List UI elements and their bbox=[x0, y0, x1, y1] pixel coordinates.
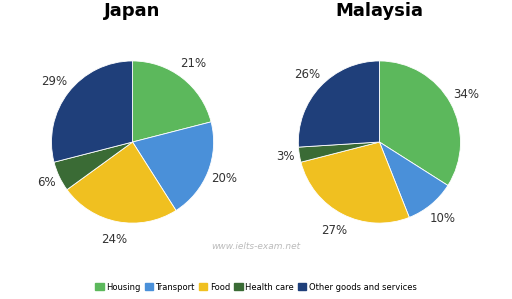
Text: 34%: 34% bbox=[453, 88, 479, 101]
Text: 29%: 29% bbox=[41, 75, 68, 88]
Wedge shape bbox=[379, 61, 460, 185]
Text: 21%: 21% bbox=[180, 57, 206, 70]
Wedge shape bbox=[298, 61, 379, 147]
Wedge shape bbox=[54, 142, 133, 190]
Text: 26%: 26% bbox=[294, 68, 321, 81]
Wedge shape bbox=[133, 61, 211, 142]
Text: 20%: 20% bbox=[211, 172, 238, 185]
Text: 6%: 6% bbox=[37, 176, 55, 189]
Wedge shape bbox=[298, 142, 379, 162]
Title: Japan: Japan bbox=[104, 2, 161, 20]
Wedge shape bbox=[133, 122, 214, 210]
Wedge shape bbox=[301, 142, 409, 223]
Wedge shape bbox=[67, 142, 176, 223]
Text: 3%: 3% bbox=[275, 150, 294, 164]
Wedge shape bbox=[52, 61, 133, 162]
Title: Malaysia: Malaysia bbox=[335, 2, 423, 20]
Text: www.ielts-exam.net: www.ielts-exam.net bbox=[211, 242, 301, 251]
Legend: Housing, Transport, Food, Health care, Other goods and services: Housing, Transport, Food, Health care, O… bbox=[92, 279, 420, 295]
Text: 10%: 10% bbox=[430, 212, 456, 225]
Wedge shape bbox=[379, 142, 448, 217]
Text: 24%: 24% bbox=[101, 233, 127, 246]
Text: 27%: 27% bbox=[322, 224, 348, 237]
